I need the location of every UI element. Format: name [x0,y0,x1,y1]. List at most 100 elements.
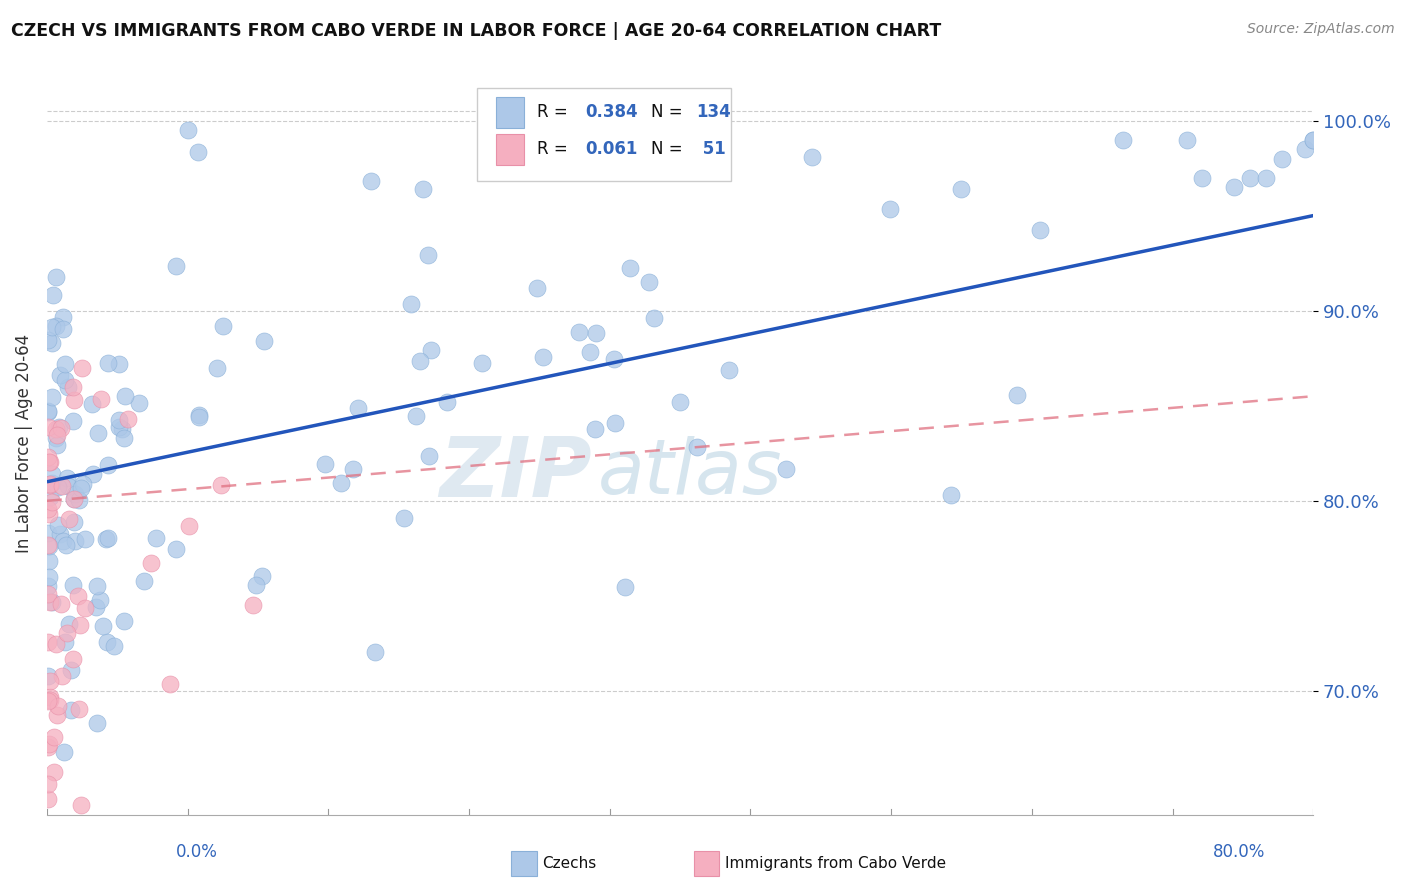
Point [38,491,60,505]
Point [37,501,59,516]
Point [114,389,136,403]
Point [1175,132,1198,146]
Point [41,390,63,404]
Point [51,669,73,683]
Text: 0.0%: 0.0% [176,843,218,861]
Text: 80.0%: 80.0% [1213,843,1265,861]
Point [48,527,70,541]
Point [45,431,67,445]
Point [159,677,181,691]
Point [619,261,641,276]
Point [38,569,60,583]
Point [1223,180,1246,194]
Point [91,619,114,633]
Point [53,635,76,649]
Point [37,450,59,464]
Point [45,637,67,651]
Point [51,420,73,434]
Point [1294,142,1316,156]
Point [46,480,69,494]
Point [643,311,665,326]
FancyBboxPatch shape [478,87,731,180]
Point [37,404,59,418]
Point [94,532,117,546]
Point [1112,132,1135,146]
Point [67,589,90,603]
Point [38,539,60,553]
Point [585,326,607,341]
Point [56,471,79,485]
Point [38,554,60,568]
Point [187,408,209,422]
Point [245,577,267,591]
Point [58,379,80,393]
Point [526,280,548,294]
Point [97,356,120,370]
Point [65,533,87,548]
Point [97,531,120,545]
Point [347,401,370,416]
Point [242,598,264,612]
Y-axis label: In Labor Force | Age 20-64: In Labor Force | Age 20-64 [15,334,32,553]
Point [419,343,441,358]
Point [41,475,63,490]
Point [112,431,135,445]
Point [38,508,60,522]
Text: ZIP: ZIP [439,433,592,514]
Point [37,526,59,541]
Point [75,601,97,615]
Point [37,740,59,755]
Point [37,405,59,419]
Point [46,438,69,452]
Point [45,422,67,436]
Point [37,419,59,434]
Point [37,791,59,805]
Point [209,477,232,491]
Point [38,478,60,492]
Point [605,417,627,431]
Point [314,458,336,472]
Point [46,699,69,714]
Point [187,410,209,425]
Point [401,296,423,310]
Point [110,422,132,436]
Point [405,409,427,424]
Text: atlas: atlas [598,436,782,510]
Point [329,475,352,490]
Point [177,123,200,137]
Point [62,652,84,666]
Point [364,644,387,658]
Bar [496,96,524,128]
Point [941,488,963,502]
Point [44,765,66,780]
Point [179,518,201,533]
Point [38,737,60,751]
Point [60,663,83,677]
Point [37,587,59,601]
Point [37,669,59,683]
Point [471,356,494,370]
Point [89,593,111,607]
Point [107,357,129,371]
Point [63,515,86,529]
Point [37,579,59,593]
Point [53,372,76,386]
Point [718,363,741,377]
Point [38,476,60,491]
Point [1254,170,1277,185]
Point [128,396,150,410]
Point [686,440,709,454]
Point [58,617,80,632]
Point [41,319,63,334]
Text: R =: R = [537,140,574,159]
Point [49,597,72,611]
Point [45,318,67,333]
Point [45,269,67,284]
Point [1005,388,1028,402]
Bar [496,134,524,165]
Point [1191,170,1213,185]
Point [60,703,83,717]
Point [69,617,91,632]
Point [39,690,62,705]
Point [67,493,90,508]
